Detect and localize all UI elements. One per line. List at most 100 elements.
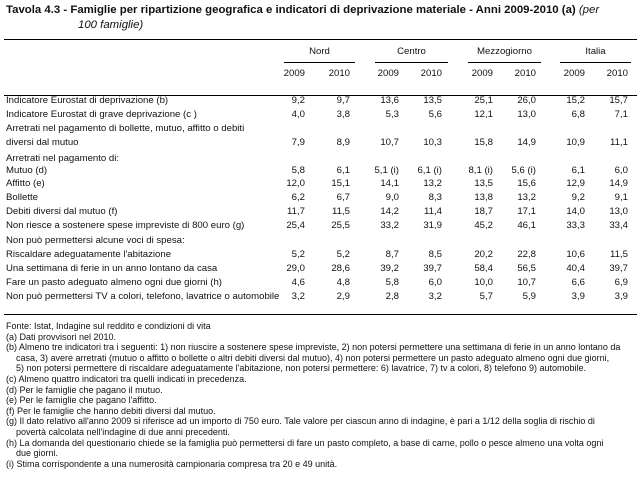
table-cell: 8,3 <box>428 192 442 203</box>
table-cell: 46,1 <box>517 220 536 231</box>
table-cell: 11,5 <box>332 206 350 217</box>
table-cell: 39,2 <box>380 263 399 274</box>
column-year: 2010 <box>328 68 350 79</box>
table-cell: 3,8 <box>336 109 350 120</box>
table-cell: 3,2 <box>291 291 305 302</box>
table-cell: 13,0 <box>609 206 628 217</box>
row-label: Non può permettersi TV a colori, telefon… <box>6 291 280 302</box>
table-cell: 31,9 <box>423 220 442 231</box>
column-year: 2009 <box>563 68 585 79</box>
table-cell: 5,9 <box>522 291 536 302</box>
footnote: (i) Stima corrispondente a una numerosit… <box>6 458 338 469</box>
table-cell: 11,5 <box>610 249 628 260</box>
footnote: (d) Per le famiglie che pagano il mutuo. <box>6 384 163 395</box>
table-cell: 8,9 <box>336 137 350 148</box>
footnote: casa, 3) avere arretrati (mutuo o affitt… <box>16 352 610 363</box>
column-group-rule <box>375 62 448 63</box>
table-cell: 40,4 <box>566 263 585 274</box>
table-cell: 20,2 <box>474 249 493 260</box>
table-cell: 9,7 <box>336 95 350 106</box>
row-label: Affitto (e) <box>6 178 45 189</box>
column-group-rule <box>468 62 541 63</box>
title-unit: (per <box>578 4 600 16</box>
footnote: (c) Almeno quattro indicatori tra quelli… <box>6 373 247 384</box>
table-cell: 25,4 <box>286 220 305 231</box>
table-cell: 5,6 <box>428 109 442 120</box>
table-cell: 6,6 <box>571 277 585 288</box>
table-cell: 25,5 <box>331 220 350 231</box>
table-cell: 5,2 <box>336 249 350 260</box>
table-cell: 29,0 <box>286 263 305 274</box>
footnote: (h) La domanda del questionario chiede s… <box>6 437 604 448</box>
table-cell: 14,9 <box>609 178 628 189</box>
table-cell: 2,8 <box>385 291 399 302</box>
table-cell: 6,1 <box>336 165 350 176</box>
table-cell: 6,2 <box>291 192 305 203</box>
column-group-centro: Centro <box>397 46 426 57</box>
table-cell: 12,9 <box>566 178 585 189</box>
table-cell: 11,1 <box>610 137 628 148</box>
table-cell: 13,0 <box>517 109 536 120</box>
table-cell: 13,2 <box>517 192 536 203</box>
row-label: Arretrati nel pagamento di: <box>6 153 120 164</box>
table-cell: 6,7 <box>336 192 350 203</box>
footnote: (f) Per le famiglie che hanno debiti div… <box>6 405 216 416</box>
footnote: (b) Almeno tre indicatori tra i seguenti… <box>6 342 621 353</box>
column-year: 2009 <box>471 68 493 79</box>
table-cell: 10,0 <box>474 277 493 288</box>
footnote: 5) non potersi permettere di riscaldare … <box>16 363 587 374</box>
table-cell: 6,1 (i) <box>417 165 442 176</box>
column-year: 2010 <box>514 68 536 79</box>
table-cell: 14,0 <box>566 206 585 217</box>
table-cell: 3,9 <box>571 291 585 302</box>
rule-bottom <box>4 314 637 315</box>
table-cell: 10,7 <box>517 277 536 288</box>
table-cell: 9,1 <box>614 192 628 203</box>
footnote: due giorni. <box>16 448 59 459</box>
table-cell: 11,7 <box>287 206 305 217</box>
table-cell: 5,1 (i) <box>374 165 399 176</box>
row-label: Indicatore Eurostat di grave deprivazion… <box>6 109 197 120</box>
table-cell: 11,4 <box>424 206 442 217</box>
column-group-italia: Italia <box>585 46 606 57</box>
table-cell: 9,0 <box>385 192 399 203</box>
table-cell: 7,1 <box>614 109 628 120</box>
table-cell: 6,0 <box>614 165 628 176</box>
footnote: povertà calcolata nell'indagine di due a… <box>16 426 230 437</box>
table-cell: 18,7 <box>474 206 493 217</box>
table-cell: 25,1 <box>474 95 493 106</box>
table-cell: 5,2 <box>291 249 305 260</box>
source-note: Fonte: Istat, Indagine sul reddito e con… <box>6 321 211 331</box>
table-cell: 22,8 <box>517 249 536 260</box>
table-cell: 5,7 <box>479 291 493 302</box>
rule-header-bottom <box>4 95 637 96</box>
table-cell: 14,9 <box>517 137 536 148</box>
table-cell: 5,6 (i) <box>511 165 536 176</box>
column-year: 2010 <box>606 68 628 79</box>
table-cell: 33,4 <box>609 220 628 231</box>
table-cell: 15,1 <box>331 178 350 189</box>
table-cell: 2,9 <box>336 291 350 302</box>
table-cell: 10,7 <box>380 137 399 148</box>
footnote: (e) Per le famiglie che pagano l'affitto… <box>6 395 157 406</box>
column-year: 2010 <box>420 68 442 79</box>
table-cell: 9,2 <box>571 192 585 203</box>
footnotes: Fonte: Istat, Indagine sul reddito e con… <box>6 321 636 469</box>
table-cell: 14,2 <box>380 206 399 217</box>
table-cell: 4,6 <box>291 277 305 288</box>
column-year: 2009 <box>377 68 399 79</box>
column-group-nord: Nord <box>309 46 330 57</box>
table-cell: 12,1 <box>474 109 493 120</box>
table-title: Tavola 4.3 - Famiglie per ripartizione g… <box>6 3 638 33</box>
row-label: Arretrati nel pagamento di bollette, mut… <box>6 123 245 134</box>
row-label: diversi dal mutuo <box>6 137 79 148</box>
table-cell: 33,2 <box>380 220 399 231</box>
table-cell: 15,7 <box>609 95 628 106</box>
table-cell: 8,7 <box>385 249 399 260</box>
table-cell: 13,2 <box>423 178 442 189</box>
row-label: Mutuo (d) <box>6 165 48 176</box>
table-cell: 33,3 <box>566 220 585 231</box>
table-cell: 6,0 <box>428 277 442 288</box>
table-cell: 4,8 <box>336 277 350 288</box>
row-label: Indicatore Eurostat di deprivazione (b) <box>6 95 169 106</box>
